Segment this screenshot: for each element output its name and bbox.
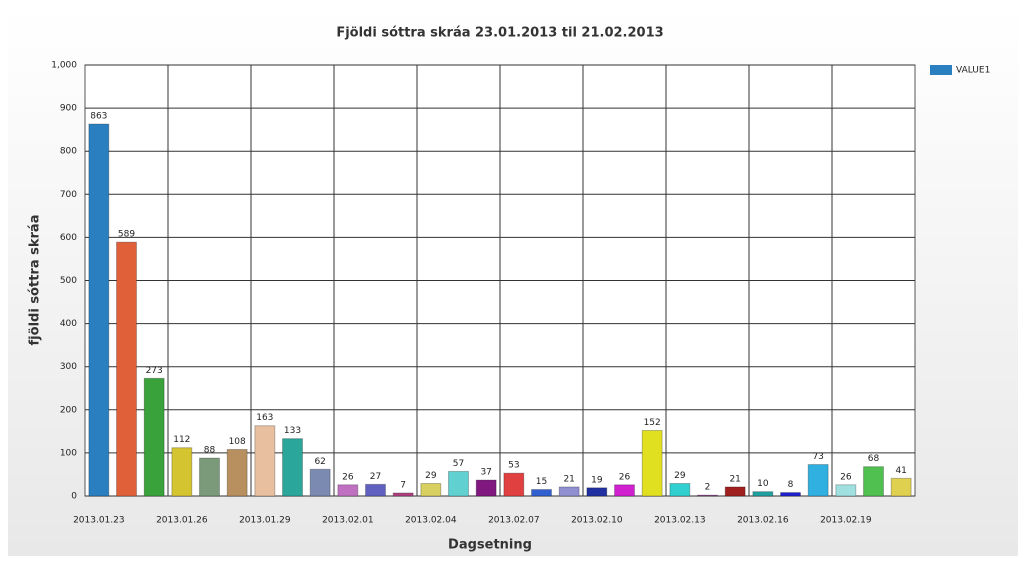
y-tick-label: 900 [60,104,77,114]
value-label: 68 [868,454,880,464]
value-label: 112 [173,435,190,445]
value-label: 10 [757,479,769,489]
bar [448,470,469,497]
value-label: 108 [229,437,246,447]
value-label: 88 [204,446,216,456]
value-label: 273 [146,366,163,376]
value-label: 163 [256,413,273,423]
value-label: 2 [705,483,711,493]
bar [641,429,663,497]
value-label: 21 [563,474,574,484]
bar [226,448,248,497]
bar [890,477,912,497]
value-label: 37 [480,468,491,478]
value-label: 7 [400,480,406,490]
bar [697,494,718,497]
value-label: 152 [644,418,661,428]
legend-swatch [930,65,952,75]
value-label: 589 [118,230,135,240]
x-tick-label: 2013.02.01 [322,516,374,526]
bar [420,483,442,497]
bar [586,487,608,497]
value-label: 15 [536,477,547,487]
x-tick-label: 2013.01.26 [156,516,208,526]
value-label: 133 [284,426,301,436]
value-label: 21 [729,474,740,484]
x-tick-label: 2013.02.04 [405,516,457,526]
y-tick-label: 200 [60,405,77,415]
y-tick-label: 1,000 [51,61,77,71]
bar [503,472,525,497]
value-label: 26 [619,472,631,482]
bar [309,468,331,497]
bar [171,447,193,497]
bar [88,123,110,497]
value-label: 8 [788,480,794,490]
x-tick-label: 2013.01.23 [73,516,125,526]
value-label: 29 [674,471,686,481]
x-tick-label: 2013.02.10 [571,516,623,526]
x-tick-label: 2013.02.13 [654,516,706,526]
value-label: 19 [591,475,603,485]
bar [780,492,801,497]
y-tick-label: 800 [60,147,77,157]
bar [863,466,884,497]
value-label: 863 [90,112,107,122]
bar [531,489,552,497]
bar [199,457,220,497]
bar [392,492,414,497]
value-label: 27 [370,472,381,482]
value-label: 53 [508,461,519,471]
y-tick-label: 700 [60,190,77,200]
y-tick-label: 100 [60,448,77,458]
bar [835,484,857,497]
x-axis-title: Dagsetning [448,538,532,553]
value-label: 41 [895,466,906,476]
value-label: 62 [314,457,325,467]
bar [807,464,829,497]
y-tick-label: 300 [60,362,77,372]
bar [724,486,746,497]
bar [116,241,137,497]
bar [614,484,635,497]
value-label: 26 [342,472,354,482]
bar [558,486,580,497]
chart-title: Fjöldi sóttra skráa 23.01.2013 til 21.02… [336,26,663,41]
y-tick-label: 400 [60,319,77,329]
bar [475,479,497,497]
bar [752,491,774,497]
y-tick-label: 0 [71,492,77,502]
value-label: 29 [425,471,437,481]
bar [337,484,359,497]
bar [669,483,691,497]
x-tick-label: 2013.01.29 [239,516,291,526]
bar [282,438,303,497]
value-label: 26 [840,472,852,482]
legend-label: VALUE1 [956,66,990,76]
y-tick-label: 600 [60,233,77,243]
x-tick-label: 2013.02.16 [737,516,789,526]
x-tick-label: 2013.02.07 [488,516,540,526]
x-tick-label: 2013.02.19 [820,516,872,526]
y-tick-label: 500 [60,276,77,286]
y-axis-title: fjöldi sóttra skráa [28,215,43,346]
bar [143,377,165,497]
value-label: 73 [812,452,823,462]
bar [254,425,276,497]
bar [365,483,386,497]
value-label: 57 [453,459,464,469]
